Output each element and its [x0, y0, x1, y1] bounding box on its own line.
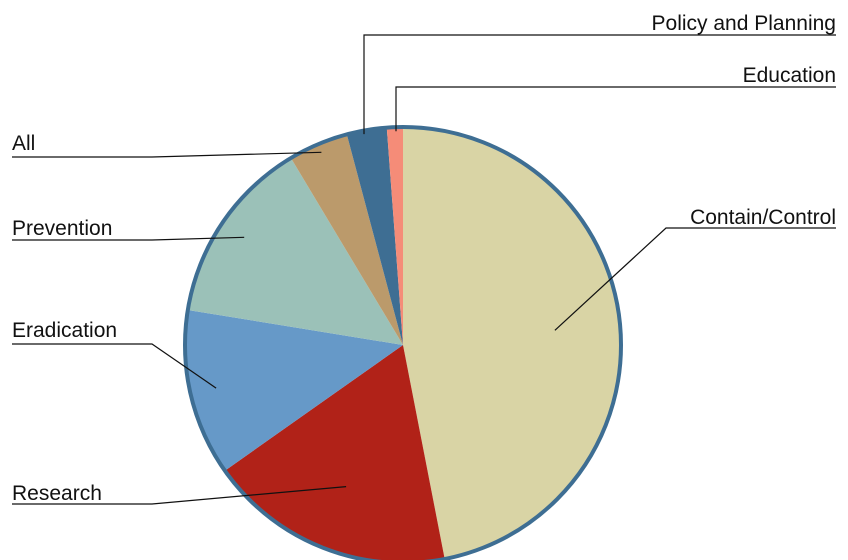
slice-label-contain-control: Contain/Control — [690, 206, 836, 229]
slice-education — [386, 126, 403, 345]
slice-eradication — [184, 309, 403, 471]
leader-line-research — [12, 486, 347, 505]
slice-label-research: Research — [12, 482, 102, 505]
slice-label-eradication: Eradication — [12, 319, 117, 342]
leader-line-eradication — [12, 343, 217, 389]
slice-prevention — [187, 158, 403, 345]
leader-line-contain-control — [554, 227, 836, 331]
pie-outline — [183, 125, 623, 560]
leader-line-prevention — [12, 236, 245, 241]
slice-research — [224, 345, 445, 560]
leader-line-all — [12, 151, 322, 158]
slice-label-policy-and-planning: Policy and Planning — [652, 12, 836, 35]
label-leader-lines — [12, 34, 836, 505]
slice-label-prevention: Prevention — [12, 217, 112, 240]
slice-label-education: Education — [743, 64, 836, 87]
pie-slices — [184, 126, 621, 560]
slice-label-all: All — [12, 132, 35, 155]
slice-all — [290, 134, 403, 345]
slice-contain-control — [403, 127, 621, 559]
leader-line-education — [395, 86, 836, 132]
leader-line-policy-and-planning — [363, 34, 836, 135]
slice-policy-and-planning — [346, 127, 403, 345]
